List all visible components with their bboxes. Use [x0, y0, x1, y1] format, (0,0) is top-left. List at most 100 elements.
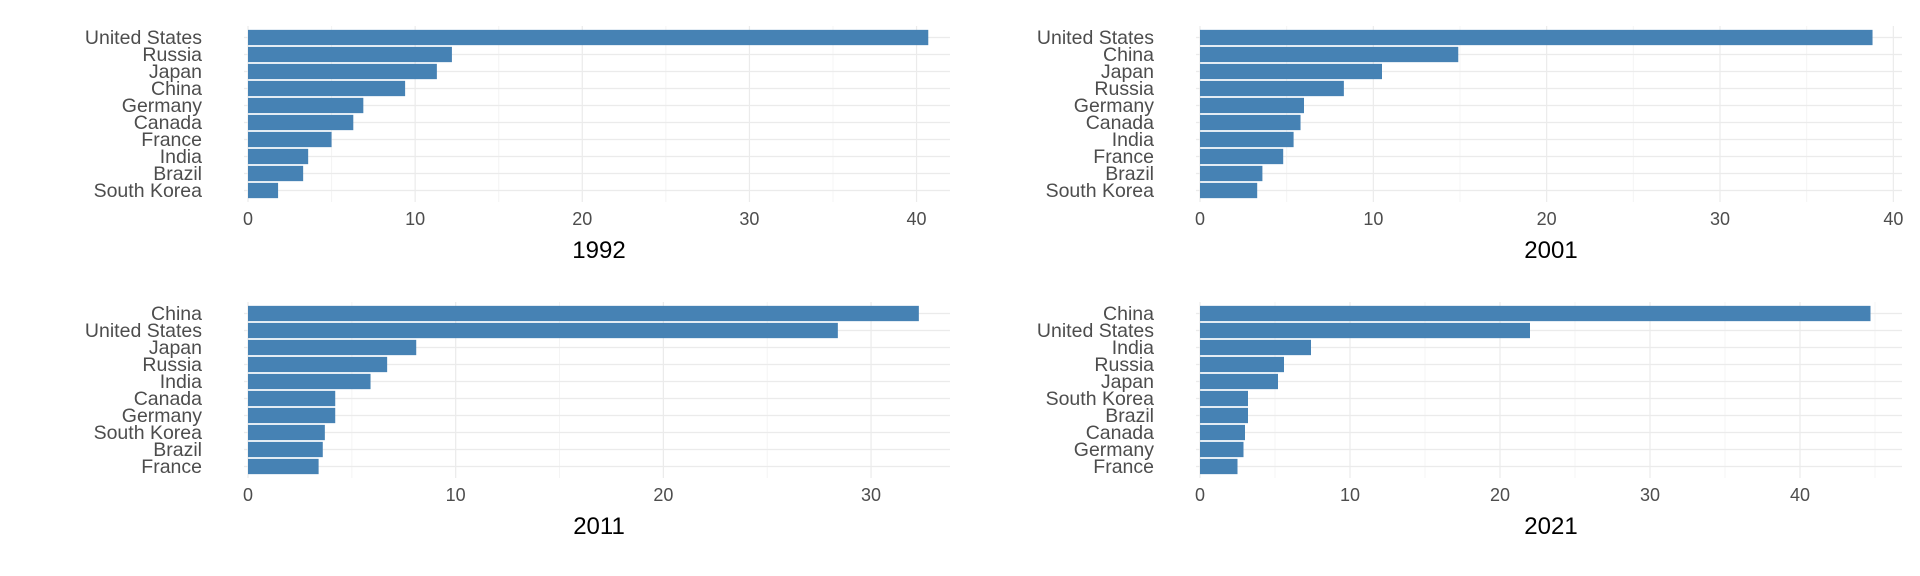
- y-tick-label-brazil: Brazil: [153, 439, 202, 461]
- bars: [248, 29, 929, 199]
- x-tick-label-0: 0: [243, 209, 253, 229]
- y-tick-label-brazil: Brazil: [1105, 405, 1154, 427]
- x-tick-label-30: 30: [1710, 209, 1730, 229]
- bar-china: [248, 80, 406, 97]
- y-tick-label-germany: Germany: [122, 405, 202, 427]
- x-tick-labels: 0 10 20 30: [243, 485, 881, 505]
- x-tick-label-30: 30: [739, 209, 759, 229]
- y-tick-label-canada: Canada: [134, 388, 202, 410]
- bar-south-korea: [1200, 390, 1248, 407]
- y-tick-label-brazil: Brazil: [153, 163, 202, 185]
- x-tick-label-40: 40: [907, 209, 927, 229]
- bar-canada: [248, 390, 336, 407]
- x-tick-label-20: 20: [653, 485, 673, 505]
- panel-2011: China United States Japan Russia India Canada…: [0, 288, 960, 576]
- bar-united-states: [248, 29, 929, 46]
- y-tick-label-france: France: [141, 129, 202, 151]
- bar-japan: [248, 339, 417, 356]
- x-tick-label-0: 0: [1195, 485, 1205, 505]
- x-tick-label-20: 20: [1537, 209, 1557, 229]
- y-tick-label-canada: Canada: [134, 112, 202, 134]
- panel-2021: China United States India Russia Japan South …: [960, 288, 1920, 576]
- bar-russia: [1200, 356, 1284, 373]
- bar-canada: [1200, 114, 1301, 131]
- bar-canada: [1200, 424, 1245, 441]
- y-tick-label-south-korea: South Korea: [94, 180, 203, 202]
- panel-1992: United States Russia Japan China Germany Cana…: [0, 0, 960, 288]
- y-tick-label-france: France: [1093, 146, 1154, 168]
- bar-united-states: [248, 322, 838, 339]
- x-tick-label-20: 20: [572, 209, 592, 229]
- y-tick-label-japan: Japan: [1101, 61, 1154, 83]
- y-tick-label-south-korea: South Korea: [94, 422, 203, 444]
- y-tick-label-france: France: [1093, 456, 1154, 478]
- x-tick-label-10: 10: [446, 485, 466, 505]
- x-tick-label-10: 10: [1363, 209, 1383, 229]
- bar-india: [248, 373, 371, 390]
- y-tick-labels: United StatesChinaJapanRussiaGermanyCana…: [1037, 27, 1154, 202]
- bar-south-korea: [1200, 182, 1258, 199]
- chart-title-1992: 1992: [572, 237, 625, 264]
- x-tick-label-30: 30: [861, 485, 881, 505]
- bar-china: [248, 305, 919, 322]
- bar-japan: [1200, 63, 1382, 80]
- y-tick-label-germany: Germany: [1074, 439, 1154, 461]
- bar-brazil: [248, 165, 304, 182]
- x-tick-label-40: 40: [1883, 209, 1903, 229]
- bars: [1200, 305, 1871, 475]
- bars: [248, 305, 919, 475]
- bar-japan: [1200, 373, 1278, 390]
- y-tick-label-india: India: [160, 146, 202, 168]
- bar-france: [248, 131, 332, 148]
- bar-brazil: [1200, 165, 1263, 182]
- y-tick-label-russia: Russia: [1094, 354, 1154, 376]
- y-tick-label-china: China: [151, 78, 202, 100]
- y-tick-label-russia: Russia: [142, 44, 202, 66]
- bar-south-korea: [248, 424, 325, 441]
- bar-france: [248, 458, 319, 475]
- chart-title-2011: 2011: [573, 513, 625, 540]
- bar-china: [1200, 305, 1871, 322]
- y-tick-labels: United StatesRussiaJapanChinaGermanyCana…: [85, 27, 202, 202]
- bar-india: [1200, 131, 1294, 148]
- x-tick-label-20: 20: [1490, 485, 1510, 505]
- x-tick-label-40: 40: [1790, 485, 1810, 505]
- y-tick-label-france: France: [141, 456, 202, 478]
- y-tick-label-russia: Russia: [142, 354, 202, 376]
- y-tick-label-canada: Canada: [1086, 422, 1154, 444]
- bar-united-states: [1200, 29, 1873, 46]
- chart-title-2021: 2021: [1524, 513, 1577, 540]
- x-tick-label-0: 0: [243, 485, 253, 505]
- y-tick-label-japan: Japan: [1101, 371, 1154, 393]
- y-tick-label-united-states: United States: [1037, 320, 1154, 342]
- y-tick-label-japan: Japan: [149, 337, 202, 359]
- bar-germany: [1200, 97, 1304, 114]
- y-tick-label-germany: Germany: [1074, 95, 1154, 117]
- y-tick-label-canada: Canada: [1086, 112, 1154, 134]
- x-tick-label-30: 30: [1640, 485, 1660, 505]
- bar-brazil: [1200, 407, 1248, 424]
- bar-india: [248, 148, 309, 165]
- y-tick-label-russia: Russia: [1094, 78, 1154, 100]
- bar-germany: [1200, 441, 1244, 458]
- panel-2001: United States China Japan Russia Germany Cana…: [960, 0, 1920, 288]
- y-tick-label-china: China: [1103, 303, 1154, 325]
- bar-canada: [248, 114, 354, 131]
- bar-brazil: [248, 441, 323, 458]
- y-tick-label-india: India: [160, 371, 202, 393]
- y-tick-label-germany: Germany: [122, 95, 202, 117]
- x-tick-labels: 0 10 20 30 40: [1195, 485, 1810, 505]
- y-tick-label-united-states: United States: [1037, 27, 1154, 49]
- bar-united-states: [1200, 322, 1530, 339]
- x-tick-labels: 0 10 20 30 40: [243, 209, 927, 229]
- y-tick-label-united-states: United States: [85, 320, 202, 342]
- x-tick-labels: 0 10 20 30 40: [1195, 209, 1903, 229]
- bars: [1200, 29, 1873, 199]
- bar-russia: [1200, 80, 1344, 97]
- y-tick-label-united-states: United States: [85, 27, 202, 49]
- x-tick-label-10: 10: [1340, 485, 1360, 505]
- y-tick-label-south-korea: South Korea: [1046, 388, 1155, 410]
